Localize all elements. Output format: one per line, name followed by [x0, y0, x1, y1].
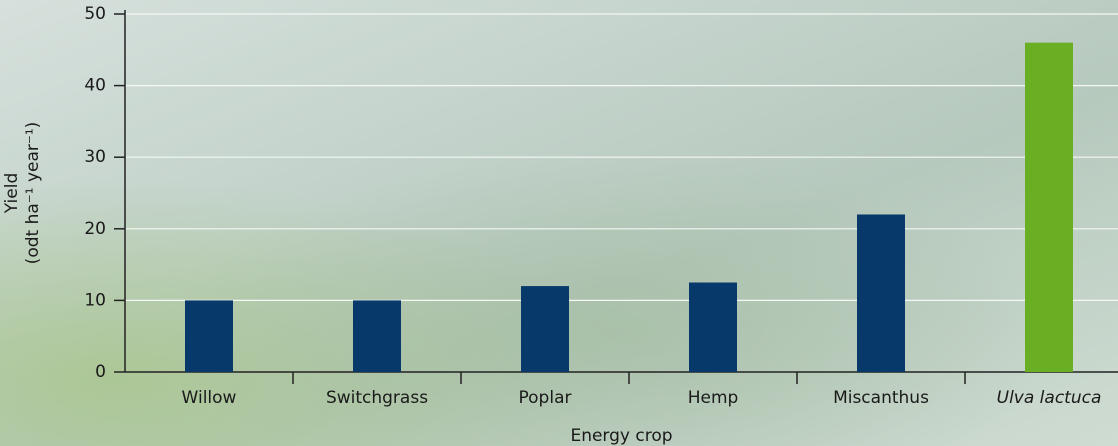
y-tick-label: 30 [84, 147, 106, 167]
bar [353, 300, 401, 372]
y-tick-label: 40 [84, 76, 106, 96]
y-axis-label: (odt ha⁻¹ year⁻¹) [23, 122, 43, 265]
x-tick-label: Switchgrass [326, 388, 428, 408]
page: {"chart_data": {"type": "bar", "categori… [0, 0, 1118, 446]
bar [1025, 43, 1073, 372]
chart: 0 10 20 30 40 50 Willow Switchgrass Poplar Hemp Mi… [0, 0, 1118, 446]
x-tick-label: Willow [182, 388, 237, 408]
x-axis-label: Energy crop [570, 426, 672, 446]
y-tick-label: 10 [84, 290, 106, 310]
background-leaf [0, 0, 1118, 446]
y-tick-label: 50 [84, 4, 106, 24]
bar [689, 283, 737, 373]
x-tick-label: Ulva lactuca [997, 388, 1102, 408]
bar [185, 300, 233, 372]
bar [521, 286, 569, 372]
x-tick-label: Miscanthus [833, 388, 929, 408]
bar [857, 214, 905, 372]
y-tick-label: 0 [95, 362, 106, 382]
y-axis-label: Yield [2, 173, 22, 214]
x-tick-label: Hemp [688, 388, 739, 408]
y-tick-label: 20 [84, 219, 106, 239]
x-tick-label: Poplar [519, 388, 572, 408]
